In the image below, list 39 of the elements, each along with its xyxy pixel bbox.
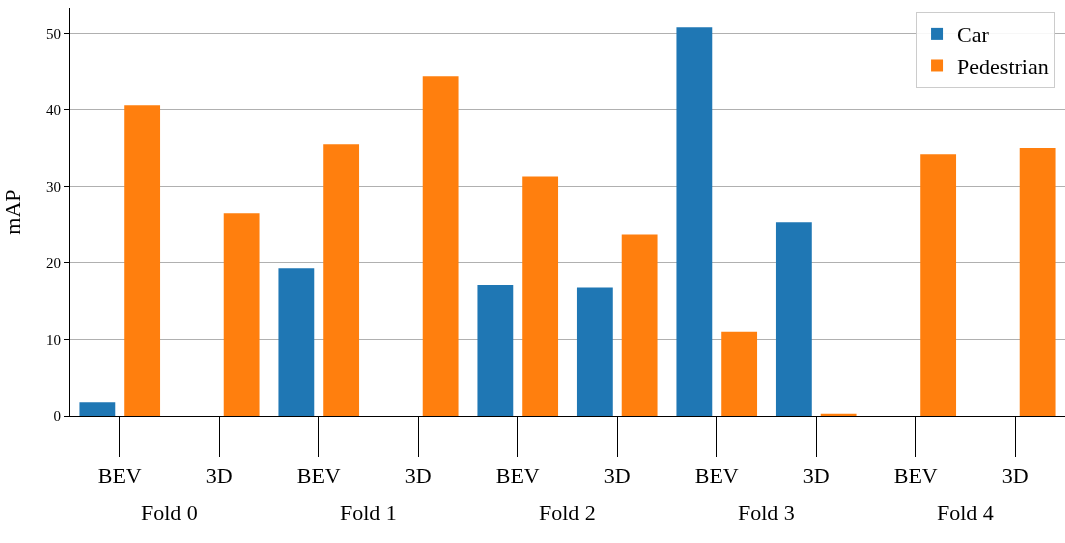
x-tick-label: 3D bbox=[1001, 463, 1029, 489]
bar bbox=[920, 154, 957, 416]
text: Fold 3 bbox=[738, 500, 795, 525]
y-axis-title: mAP bbox=[0, 189, 25, 235]
x-tick-label: 3D bbox=[802, 463, 830, 489]
x-tick-label: 3D bbox=[404, 463, 432, 489]
y-tick-label: 50 bbox=[46, 25, 61, 42]
bar bbox=[124, 105, 161, 416]
y-tick-label: 40 bbox=[46, 102, 61, 119]
y-tick-label: 30 bbox=[46, 178, 61, 195]
legend-label: Car bbox=[957, 22, 990, 48]
y-tick-label: 0 bbox=[53, 408, 61, 425]
bar bbox=[323, 144, 360, 416]
x-tick-label: BEV bbox=[893, 463, 938, 489]
text: Fold 2 bbox=[539, 500, 596, 525]
text: Fold 1 bbox=[340, 500, 397, 525]
bar bbox=[676, 27, 713, 416]
x-tick-label: 3D bbox=[205, 463, 233, 489]
bar bbox=[522, 176, 559, 416]
bar bbox=[576, 287, 613, 416]
x-tick-label: BEV bbox=[296, 463, 341, 489]
text: Fold 0 bbox=[141, 500, 198, 525]
text: Fold 4 bbox=[937, 500, 994, 525]
bar bbox=[775, 222, 812, 416]
bar bbox=[223, 213, 260, 416]
bar bbox=[477, 285, 514, 416]
x-tick-label: BEV bbox=[97, 463, 142, 489]
bar bbox=[79, 402, 116, 416]
y-tick-label: 10 bbox=[46, 331, 61, 348]
bar bbox=[278, 268, 315, 416]
bar bbox=[621, 234, 658, 416]
bar bbox=[721, 331, 758, 416]
x-tick-label: 3D bbox=[603, 463, 631, 489]
x-tick-label: BEV bbox=[694, 463, 739, 489]
legend-label: Pedestrian bbox=[957, 54, 1049, 80]
y-tick-label: 20 bbox=[46, 255, 61, 272]
x-tick-label: BEV bbox=[495, 463, 540, 489]
bar bbox=[1019, 148, 1056, 416]
bar bbox=[422, 76, 459, 416]
